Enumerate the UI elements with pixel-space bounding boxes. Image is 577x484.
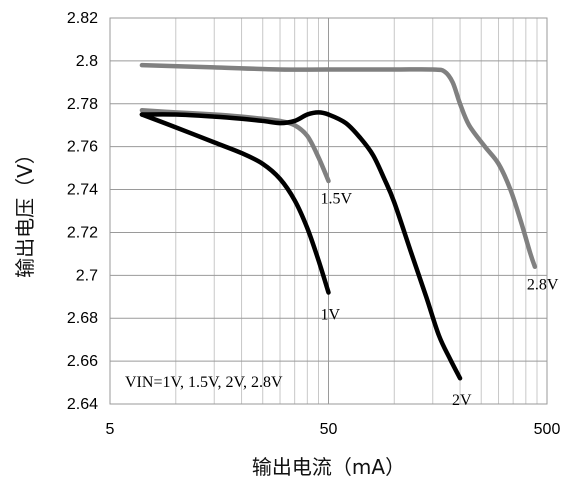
series-label-2p8v: 2.8V (527, 276, 559, 293)
vin-annotation: VIN=1V, 1.5V, 2V, 2.8V (125, 374, 283, 391)
y-tick-label: 2.82 (67, 10, 98, 27)
x-tick-label: 50 (320, 421, 338, 438)
x-tick-label: 500 (534, 421, 561, 438)
y-tick-label: 2.76 (67, 139, 98, 156)
series-line-2p8v (139, 62, 538, 270)
x-axis-title: 输出电流（mA） (252, 455, 405, 479)
y-tick-label: 2.7 (76, 267, 98, 284)
series-line-2v (139, 110, 463, 381)
series-label-2v: 2V (452, 392, 472, 409)
y-tick-label: 2.78 (67, 96, 98, 113)
y-tick-label: 2.8 (76, 53, 98, 70)
series-line-1p5v (139, 107, 331, 184)
series-line-1v (139, 112, 331, 295)
y-tick-labels: 2.64 2.66 2.68 2.7 2.72 2.74 2.76 2.78 2.8 2.82 (67, 10, 98, 413)
y-tick-label: 2.68 (67, 310, 98, 327)
series-label-1v: 1V (321, 306, 341, 323)
y-tick-label: 2.64 (67, 396, 98, 413)
y-tick-label: 2.74 (67, 182, 98, 199)
series-layer (139, 62, 538, 381)
x-tick-label: 5 (106, 421, 115, 438)
minor-grid (175, 18, 538, 404)
x-tick-labels: 5 50 500 (106, 421, 561, 438)
y-axis-title: 输出电压（V） (13, 144, 37, 278)
series-labels: 1V 1.5V 2V 2.8V (321, 191, 559, 410)
series-label-1p5v: 1.5V (321, 191, 353, 208)
y-tick-label: 2.66 (67, 353, 98, 370)
plot-frame (109, 17, 548, 405)
y-tick-label: 2.72 (67, 224, 98, 241)
